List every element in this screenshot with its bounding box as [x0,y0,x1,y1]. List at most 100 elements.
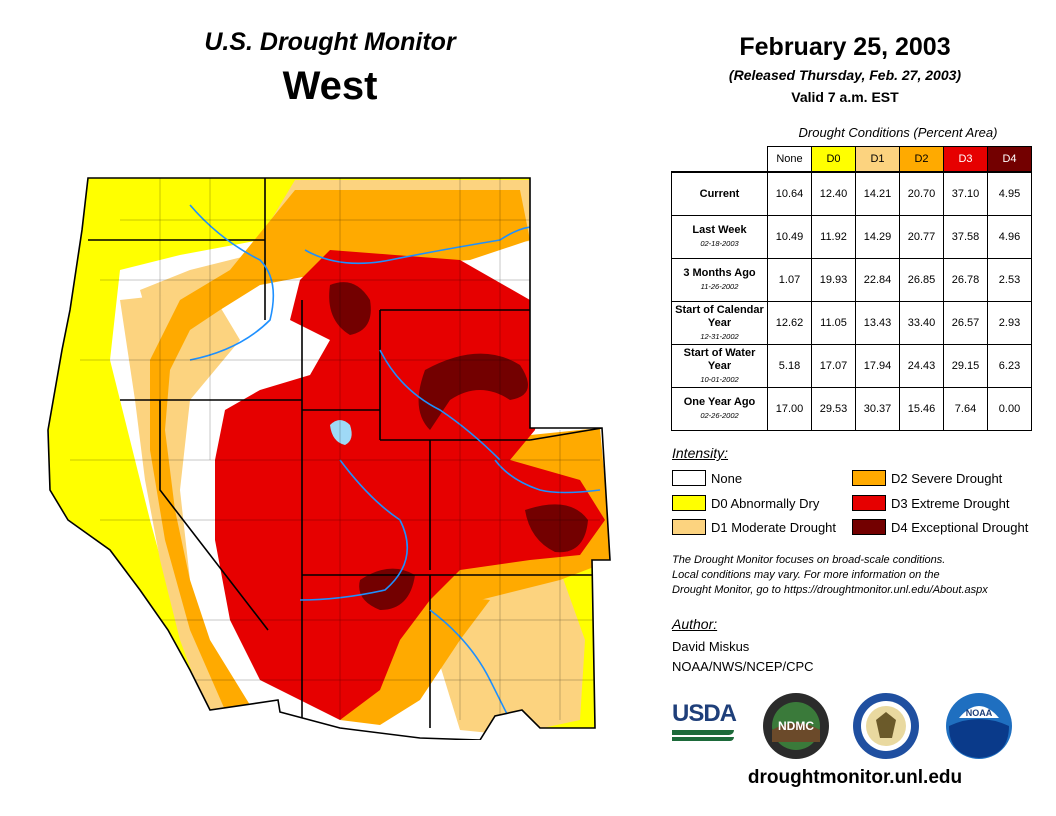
legend-swatch [672,519,706,535]
table-cell: 29.15 [943,344,988,388]
author-title: Author: [672,616,718,632]
table-cell: 12.62 [767,301,812,345]
noaa-logo-text: NOAA [966,708,993,718]
row-date: 11-26-2002 [700,282,739,291]
table-cell: 5.18 [767,344,812,388]
table-row: One Year Ago 02-26-2002 17.00 29.53 30.37 15.… [671,387,1032,431]
legend-label: D0 Abnormally Dry [711,495,820,511]
table-cell: 13.43 [855,301,900,345]
table-cell: 37.58 [943,215,988,259]
table-cell: 6.23 [987,344,1032,388]
table-cell: 14.29 [855,215,900,259]
table-cell: 26.57 [943,301,988,345]
legend-item-none: None [672,470,742,486]
legend-swatch [852,495,886,511]
table-row: 3 Months Ago 11-26-2002 1.07 19.93 22.84 26.8… [671,258,1032,302]
table-cell: 11.92 [811,215,856,259]
author-block: David Miskus NOAA/NWS/NCEP/CPC [672,637,814,677]
legend-item-d3: D3 Extreme Drought [852,495,1010,511]
map-date: February 25, 2003 [739,33,951,61]
row-date: 12-31-2002 [700,331,739,341]
drought-conditions-table: None D0 D1 D2 D3 D4 Current 10.64 12.40 14.… [671,146,1032,431]
table-cell: 4.96 [987,215,1032,259]
table-row: Start of Calendar Year 12-31-2002 12.62 11.… [671,301,1032,345]
legend-item-d2: D2 Severe Drought [852,470,1002,486]
table-cell: 12.40 [811,171,856,216]
noaa-logo: NOAA [946,693,1012,759]
table-cell: 14.21 [855,171,900,216]
release-date: (Released Thursday, Feb. 27, 2003) [728,67,962,83]
table-cell: 7.64 [943,387,988,431]
row-label: One Year Ago 02-26-2002 [671,387,768,431]
table-cell: 29.53 [811,387,856,431]
table-row: Current 10.64 12.40 14.21 20.70 37.10 4.95 [671,171,1032,216]
footer-url[interactable]: droughtmonitor.unl.edu [747,767,963,788]
table-cell: 1.07 [767,258,812,302]
table-cell: 15.46 [899,387,944,431]
table-cell: 10.64 [767,171,812,216]
row-label-text: Start of Water Year [683,346,756,372]
note-line: Drought Monitor, go to https://droughtmo… [672,584,988,596]
legend-swatch [672,495,706,511]
note-line: Local conditions may vary. For more info… [672,569,940,581]
table-cell: 2.53 [987,258,1032,302]
valid-time: Valid 7 a.m. EST [791,89,899,105]
legend-title: Intensity: [672,445,729,461]
table-cell: 19.93 [811,258,856,302]
legend-label: D4 Exceptional Drought [891,519,1029,535]
table-cell: 26.78 [943,258,988,302]
usda-logo: USDA [672,700,738,748]
legend-label: None [711,470,743,486]
drought-map [47,177,611,740]
commerce-seal-logo [853,693,919,759]
legend-swatch [672,470,706,486]
table-cell: 33.40 [899,301,944,345]
table-cell: 0.00 [987,387,1032,431]
row-label-text: Last Week [692,224,747,236]
row-label-text: Current [699,187,740,200]
row-label: Last Week 02-18-2003 [671,215,768,259]
legend-label: D1 Moderate Drought [711,519,837,535]
author-org: NOAA/NWS/NCEP/CPC [672,659,814,674]
row-date: 02-26-2002 [700,411,739,420]
legend-swatch [852,470,886,486]
col-header: D0 [811,146,856,173]
table-cell: 26.85 [899,258,944,302]
ndmc-logo-text: NDMC [778,719,814,733]
row-date: 10-01-2002 [700,374,739,384]
row-label: 3 Months Ago 11-26-2002 [671,258,768,302]
usda-logo-text: USDA [672,700,737,727]
table-cell: 30.37 [855,387,900,431]
table-row: Last Week 02-18-2003 10.49 11.92 14.29 20.77 3… [671,215,1032,259]
table-cell: 2.93 [987,301,1032,345]
legend-item-d1: D1 Moderate Drought [672,519,836,535]
table-cell: 11.05 [811,301,856,345]
table-cell: 20.77 [899,215,944,259]
row-date: 02-18-2003 [700,239,739,248]
table-cell: 4.95 [987,171,1032,216]
ndmc-logo: NDMC [763,693,829,759]
table-cell: 22.84 [855,258,900,302]
table-cell: 17.94 [855,344,900,388]
row-label-text: One Year Ago [683,396,756,408]
col-header: D2 [899,146,944,173]
table-cell: 20.70 [899,171,944,216]
row-label-text: Start of Calendar Year [675,303,764,329]
legend-swatch [852,519,886,535]
map-title: U.S. Drought Monitor [204,28,456,56]
disclaimer-note: The Drought Monitor focuses on broad-sca… [672,553,1052,598]
note-line: The Drought Monitor focuses on broad-sca… [672,554,946,566]
col-header: D1 [855,146,900,173]
col-header: D4 [987,146,1032,173]
row-label-text: 3 Months Ago [683,267,756,279]
col-header: D3 [943,146,988,173]
table-caption: Drought Conditions (Percent Area) [798,125,998,140]
row-label: Current [671,171,768,216]
row-label: Start of Calendar Year 12-31-2002 [671,301,768,345]
col-header: None [767,146,812,173]
author-name: David Miskus [672,639,750,654]
region-title: West [282,64,378,108]
table-corner [672,147,768,173]
table-cell: 37.10 [943,171,988,216]
table-cell: 17.00 [767,387,812,431]
